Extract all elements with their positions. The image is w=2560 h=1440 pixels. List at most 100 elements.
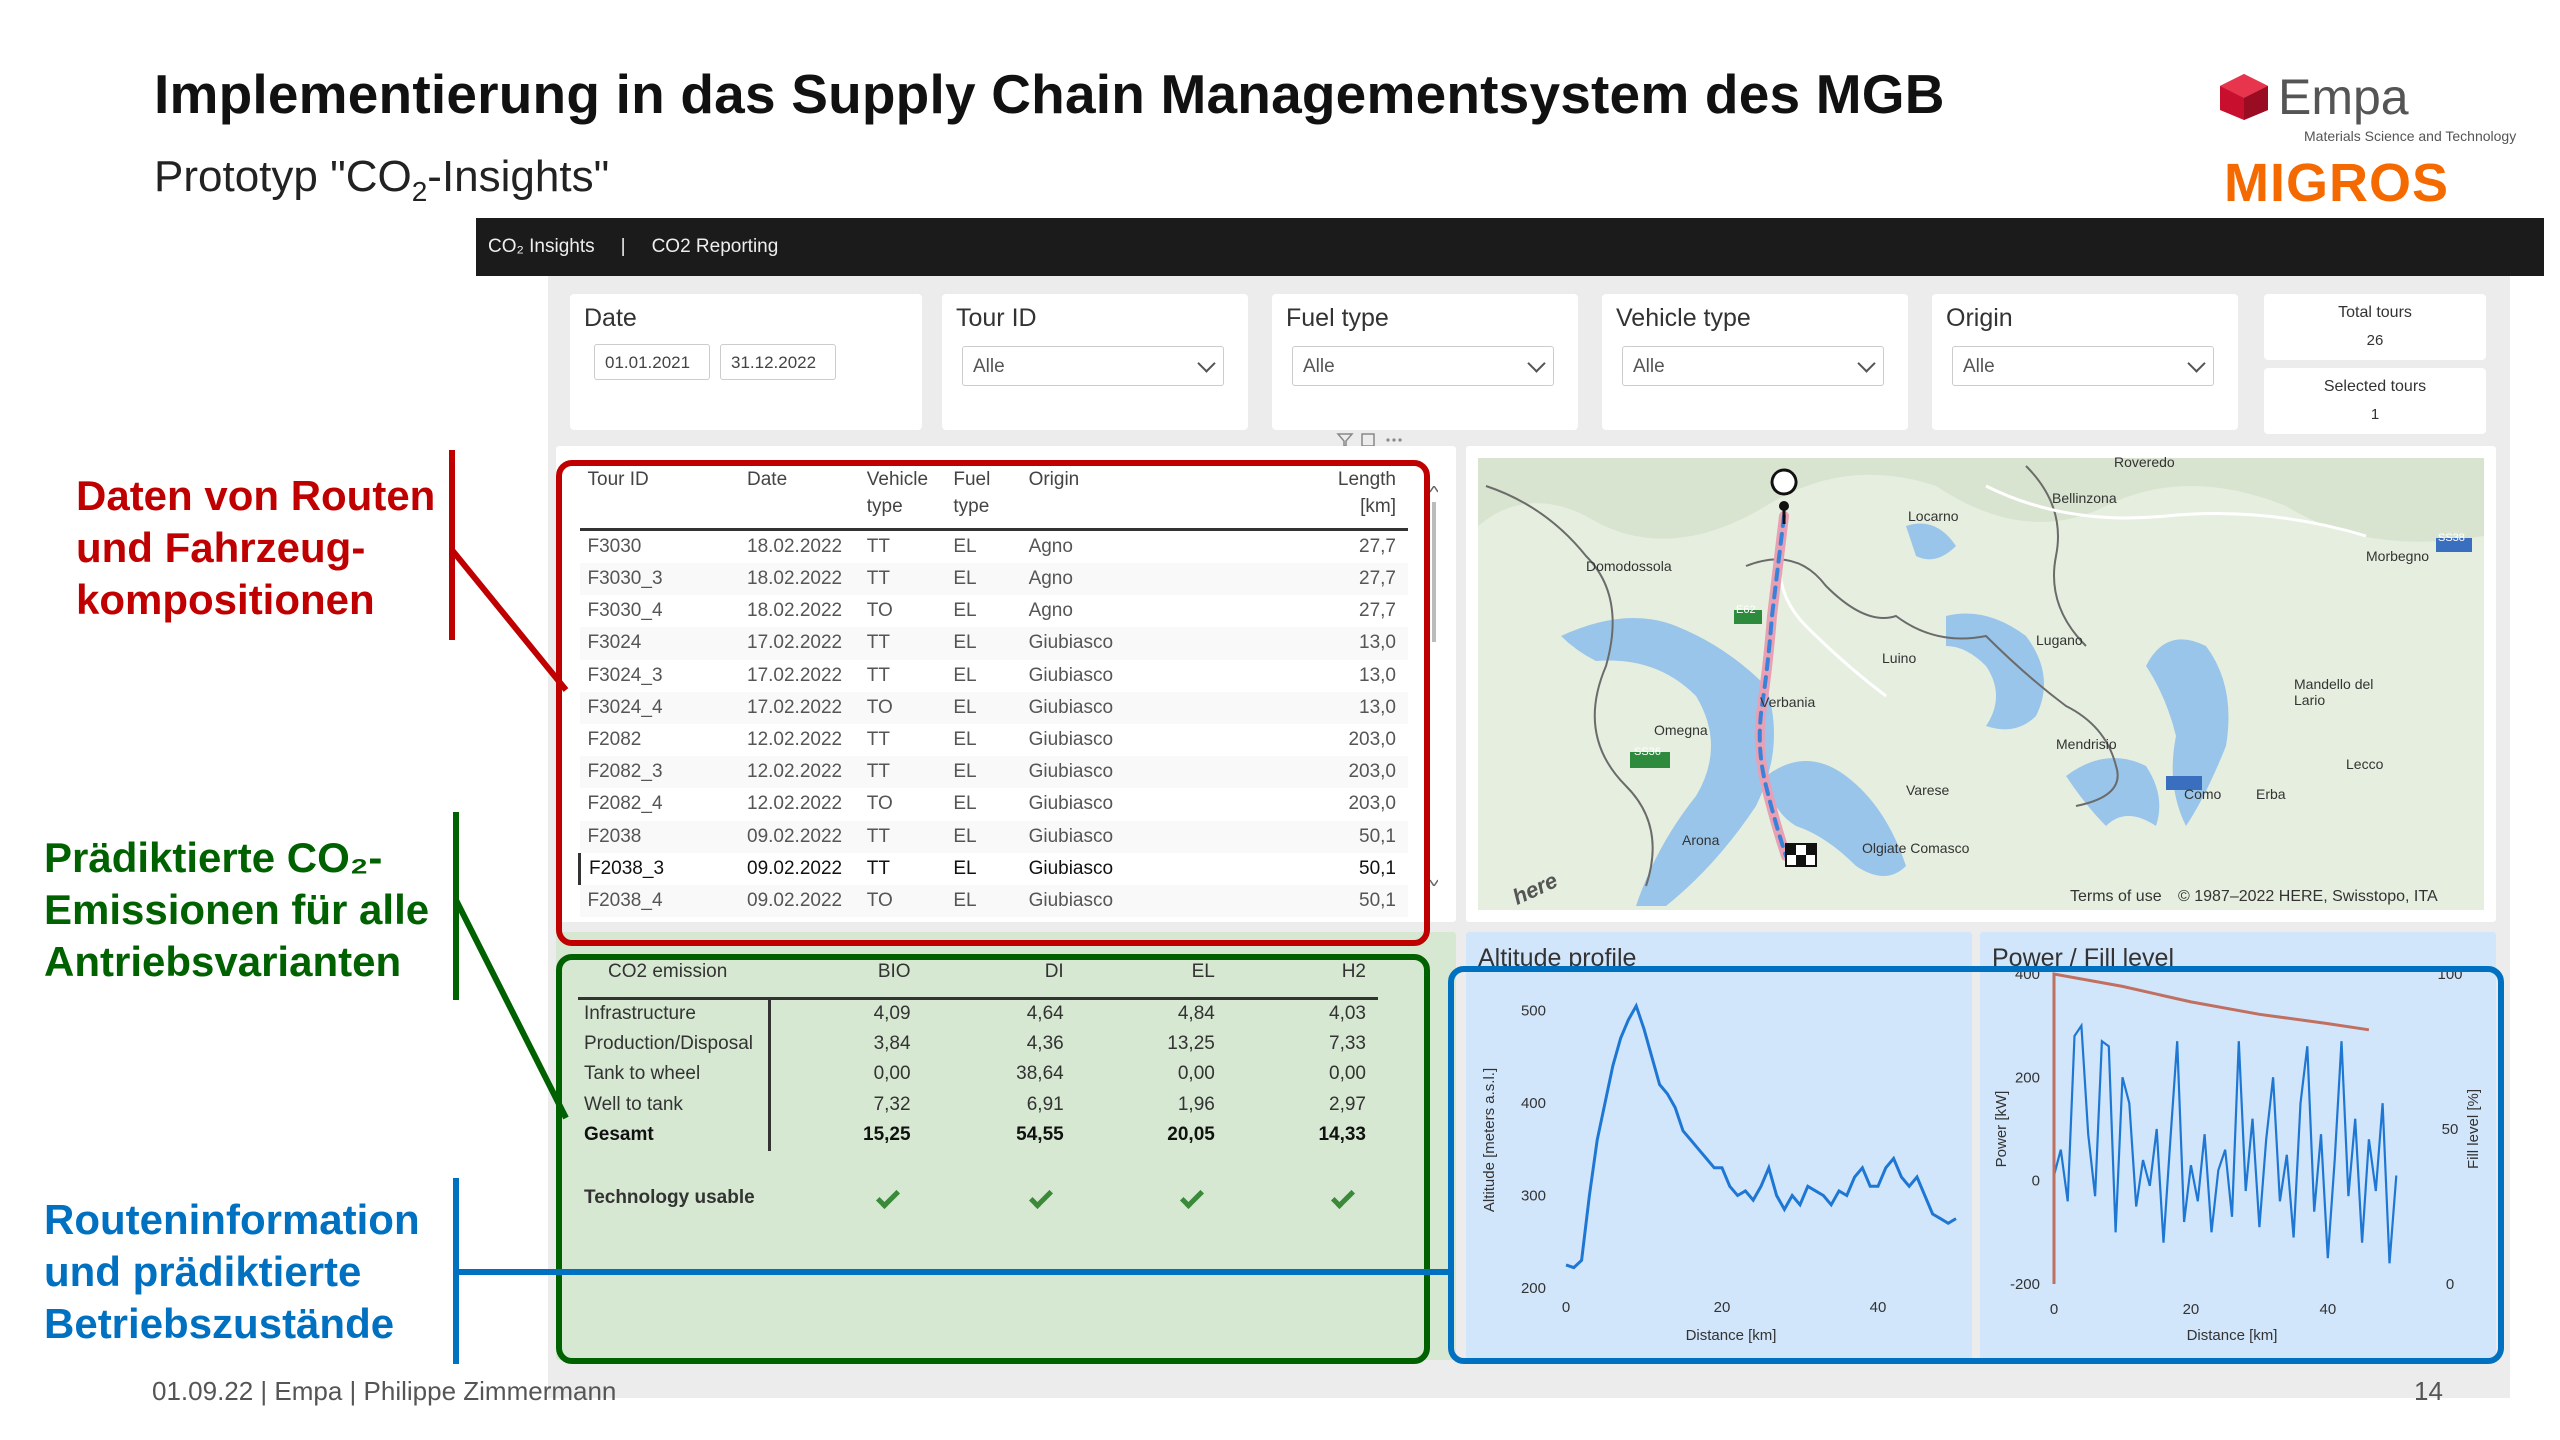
chevron-down-icon (1527, 354, 1546, 373)
table-cell: TO (866, 793, 893, 815)
table-cell: EL (945, 885, 1020, 917)
co2-cell: 0,00 (1177, 1063, 1215, 1085)
tour-table-visual: Tour ID Date Vehicle type Fuel type Origin Le… (556, 446, 1456, 922)
table-scrollbar[interactable] (1430, 486, 1438, 886)
map-terms-link[interactable]: Terms of use (2070, 888, 2162, 905)
map-road-label: SS36 (1634, 746, 1661, 758)
co2-cell: 13,25 (1167, 1032, 1215, 1054)
tour-id-dropdown[interactable]: Alle (962, 346, 1224, 386)
map-place-label: Bellinzona (2052, 490, 2117, 506)
date-to-input[interactable]: 31.12.2022 (720, 344, 836, 380)
table-row[interactable]: F2082_4 12.02.2022 TO EL Giubiasco 203,0 (580, 788, 1409, 820)
table-header-cell[interactable]: Length [km] (1248, 466, 1408, 531)
empa-tagline: Materials Science and Technology (2304, 128, 2517, 144)
map-place-label: Lecco (2346, 756, 2384, 772)
table-header-cell[interactable]: Vehicle type (858, 466, 946, 531)
table-cell: 203,0 (1348, 793, 1396, 815)
table-cell: TO (859, 692, 946, 724)
table-row[interactable]: F3030 18.02.2022 TT EL Agno 27,7 (580, 530, 1409, 564)
map-place-label: Omegna (1654, 722, 1708, 738)
map-copyright: © 1987–2022 HERE, Swisstopo, ITA (2178, 888, 2438, 905)
table-cell: EL (953, 600, 977, 622)
table-cell: 50,1 (1248, 885, 1408, 917)
co2-header-cell: H2 (1226, 948, 1378, 1000)
power-chart-title: Power / Fill level (1992, 944, 2174, 972)
slide-footer: 01.09.22 | Empa | Philippe Zimmermann (152, 1376, 617, 1406)
table-cell: TO (859, 885, 946, 917)
co2-cell: Tank to wheel (578, 1059, 771, 1090)
map-place-label: Lugano (2036, 632, 2083, 648)
route-map[interactable] (1466, 446, 2496, 922)
table-header-cell[interactable]: Fuel type (945, 466, 1021, 531)
table-cell: EL (953, 536, 977, 557)
table-cell: TT (866, 857, 890, 879)
table-row[interactable]: F3024_3 17.02.2022 TT EL Giubiasco 13,0 (580, 660, 1409, 692)
co2-header-cell: BIO (769, 948, 923, 1000)
table-cell: 12.02.2022 (747, 729, 843, 751)
x-tick-label: 20 (1714, 1299, 1731, 1316)
table-cell: 18.02.2022 (739, 563, 859, 595)
table-header-cell[interactable]: Origin (1020, 466, 1249, 531)
table-row[interactable]: F2082_3 12.02.2022 TT EL Giubiasco 203,0 (580, 756, 1409, 788)
map-road-label: E62 (1736, 604, 1756, 616)
table-header-cell[interactable]: Tour ID (579, 466, 740, 531)
co2-cell: Infrastructure (578, 998, 771, 1029)
fuel-type-dropdown[interactable]: Alle (1292, 346, 1554, 386)
annotation-co2: Prädiktierte CO₂- Emissionen für alle Antr… (44, 834, 430, 985)
table-cell: 50,1 (1248, 821, 1408, 853)
x-axis-label: Distance [km] (1686, 1327, 1777, 1344)
fuel-type-slicer: Fuel type Alle (1272, 294, 1578, 430)
table-row[interactable]: F3030_3 18.02.2022 TT EL Agno 27,7 (580, 563, 1409, 595)
table-cell: F3030_3 (580, 563, 740, 595)
table-row[interactable]: F3024_4 17.02.2022 TO EL Giubiasco 13,0 (580, 692, 1409, 724)
y-axis-label: Altitude [meters a.s.l.] (1481, 1068, 1498, 1212)
table-cell: Agno (1028, 600, 1073, 622)
fuel-type-slicer-title: Fuel type (1286, 304, 1389, 332)
y-tick-label: 300 (1521, 1188, 1546, 1205)
table-cell: EL (945, 821, 1020, 853)
table-row[interactable]: F2038_3 09.02.2022 TT EL Giubiasco 50,1 (578, 852, 1409, 885)
check-icon (1330, 1184, 1356, 1209)
table-cell: 13,0 (1359, 664, 1396, 686)
table-cell: EL (945, 756, 1020, 788)
nav-separator: | (620, 236, 626, 257)
nav-tab-co2-insights[interactable]: CO₂ Insights (488, 236, 595, 257)
date-from-input[interactable]: 01.01.2021 (594, 344, 710, 380)
co2-header-cell: CO2 emission (578, 948, 770, 1000)
y-tick-label: 500 (1521, 1003, 1546, 1020)
y-tick-label: 400 (1521, 1095, 1546, 1112)
empa-wordmark: Empa (2278, 69, 2409, 125)
table-header-cell[interactable]: Date (739, 466, 859, 531)
table-cell: EL (945, 563, 1020, 595)
co2-cell: 4,36 (1026, 1032, 1064, 1054)
table-row[interactable]: F3024 17.02.2022 TT EL Giubiasco 13,0 (580, 627, 1409, 659)
check-icon (769, 1151, 922, 1245)
map-place-label: Locarno (1908, 508, 1959, 524)
table-row[interactable]: F2038 09.02.2022 TT EL Giubiasco 50,1 (580, 821, 1409, 853)
table-cell: 203,0 (1248, 756, 1408, 788)
table-cell: 12.02.2022 (747, 793, 843, 815)
altitude-chart[interactable]: 200 300 400 500 0 20 40 Distance [km] Altitude [… (1466, 932, 1972, 1360)
altitude-chart-title: Altitude profile (1478, 944, 1637, 972)
table-cell: 17.02.2022 (747, 664, 843, 686)
table-cell: EL (953, 793, 977, 815)
power-line (2052, 1022, 2398, 1264)
vehicle-type-dropdown[interactable]: Alle (1622, 346, 1884, 386)
selected-tours-value: 1 (2370, 406, 2380, 423)
y-tick-label: 200 (2015, 1069, 2040, 1086)
table-row[interactable]: F2038_4 09.02.2022 TO EL Giubiasco 50,1 (580, 885, 1409, 917)
table-cell: TT (866, 729, 890, 751)
co2-total-cell: 15,25 (863, 1124, 911, 1146)
table-row[interactable]: F2082 12.02.2022 TT EL Giubiasco 203,0 (580, 724, 1409, 756)
table-row[interactable]: F3030_4 18.02.2022 TO EL Agno 27,7 (580, 595, 1409, 627)
co2-total-cell: Gesamt (578, 1120, 771, 1151)
nav-tab-co2-reporting[interactable]: CO2 Reporting (651, 236, 779, 257)
co2-total-cell: 14,33 (1318, 1124, 1366, 1146)
origin-dropdown[interactable]: Alle (1952, 346, 2214, 386)
check-icon (923, 1151, 1076, 1245)
table-cell: F2038 (580, 821, 740, 853)
chevron-down-icon (1197, 354, 1216, 373)
y2-tick-label: 0 (2446, 1276, 2454, 1293)
page-number: 14 (2414, 1376, 2443, 1406)
